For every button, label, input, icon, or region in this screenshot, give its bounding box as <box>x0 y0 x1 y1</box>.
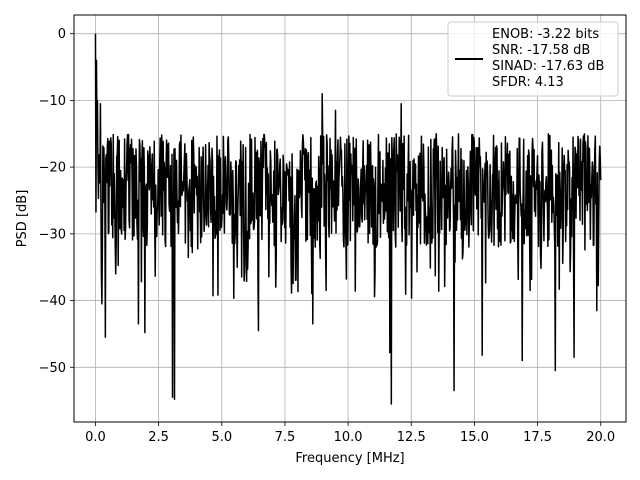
x-tick-label: 7.5 <box>275 430 296 445</box>
psd-series-line <box>94 33 602 405</box>
x-tick-label: 10.0 <box>334 430 363 445</box>
legend: ENOB: -3.22 bits SNR: -17.58 dB SINAD: -… <box>447 21 619 97</box>
x-tick-label: 2.5 <box>148 430 169 445</box>
x-tick-label: 15.0 <box>460 430 489 445</box>
y-tick-label: −10 <box>39 94 66 109</box>
y-tick-label: −20 <box>39 161 66 176</box>
x-axis-label: Frequency [MHz] <box>295 451 404 466</box>
y-tick-label: −30 <box>39 227 66 242</box>
legend-sinad: SINAD: -17.63 dB <box>492 59 604 74</box>
y-tick-label: 0 <box>58 27 66 42</box>
axes-frame <box>73 14 627 423</box>
legend-box <box>447 21 619 97</box>
y-axis-label: PSD [dB] <box>15 190 30 248</box>
legend-sfdr: SFDR: 4.13 <box>492 75 564 90</box>
y-tick-label: −40 <box>39 294 66 309</box>
x-tick-label: 0.0 <box>85 430 106 445</box>
axis-ticks: 0.0 2.5 5.0 7.5 10.0 12.5 15.0 17.5 20.0 0 −10 −20 −… <box>39 27 616 445</box>
x-tick-label: 20.0 <box>586 430 615 445</box>
plot-area <box>94 33 602 405</box>
x-tick-label: 12.5 <box>397 430 426 445</box>
y-tick-label: −50 <box>39 361 66 376</box>
legend-snr: SNR: -17.58 dB <box>492 43 590 58</box>
x-tick-label: 5.0 <box>211 430 232 445</box>
x-tick-label: 17.5 <box>523 430 552 445</box>
legend-enob: ENOB: -3.22 bits <box>492 27 599 42</box>
